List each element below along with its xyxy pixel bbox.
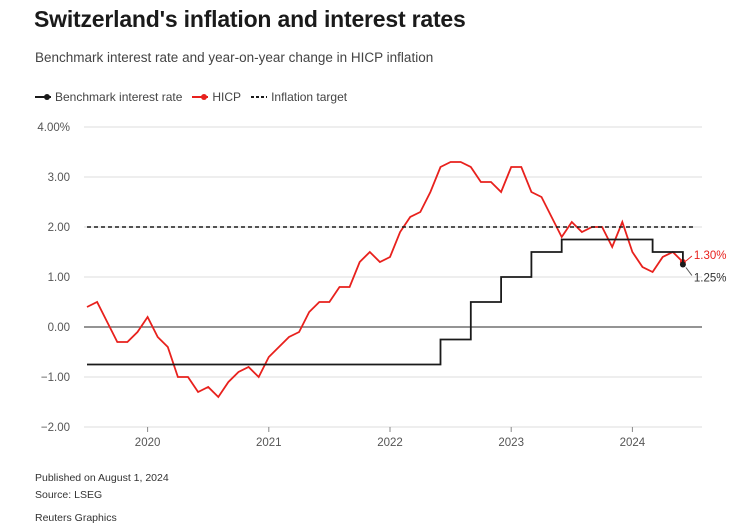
y-tick-label: 3.00 xyxy=(48,172,70,184)
rate-end-label: 1.25% xyxy=(694,273,727,285)
chart-subtitle: Benchmark interest rate and year-on-year… xyxy=(35,50,434,65)
hicp-end-leader xyxy=(685,255,693,262)
x-tick-label: 2020 xyxy=(135,437,161,449)
y-tick-label: −2.00 xyxy=(41,422,70,434)
legend-item-inflation-target: Inflation target xyxy=(251,90,347,104)
chart-title: Switzerland's inflation and interest rat… xyxy=(34,6,466,32)
credit-note: Reuters Graphics xyxy=(35,512,117,524)
y-tick-label: 1.00 xyxy=(48,272,70,284)
legend-label-interest-rate: Benchmark interest rate xyxy=(55,90,183,104)
x-tick-label: 2024 xyxy=(620,437,646,449)
legend: Benchmark interest rate HICP Inflation t… xyxy=(35,90,357,104)
benchmark-interest-rate-line xyxy=(87,238,684,366)
y-tick-label: 0.00 xyxy=(48,322,70,334)
y-tick-label: 2.00 xyxy=(48,222,70,234)
published-date: Published on August 1, 2024 xyxy=(35,472,169,484)
legend-swatch-interest-rate xyxy=(35,94,51,100)
chart-plot: 4.00% 3.00 2.00 1.00 0.00 −1.00 −2.00 2020 2021 2… xyxy=(37,122,727,449)
benchmark-interest-rate-end-dot xyxy=(679,261,686,268)
rate-end-leader xyxy=(685,267,693,276)
y-tick-label: 4.00% xyxy=(37,122,70,134)
legend-swatch-inflation-target xyxy=(251,96,268,98)
y-tick-label: −1.00 xyxy=(41,372,70,384)
source-note: Source: LSEG xyxy=(35,489,103,501)
legend-item-interest-rate: Benchmark interest rate xyxy=(35,90,182,104)
legend-item-hicp: HICP xyxy=(192,90,241,104)
hicp-line xyxy=(86,161,684,399)
legend-swatch-hicp xyxy=(192,94,209,100)
x-tick-label: 2022 xyxy=(377,437,403,449)
legend-label-hicp: HICP xyxy=(212,90,242,104)
x-tick-label: 2023 xyxy=(498,437,524,449)
x-tick-label: 2021 xyxy=(256,437,282,449)
legend-label-inflation-target: Inflation target xyxy=(271,90,348,104)
hicp-end-label: 1.30% xyxy=(694,250,727,262)
